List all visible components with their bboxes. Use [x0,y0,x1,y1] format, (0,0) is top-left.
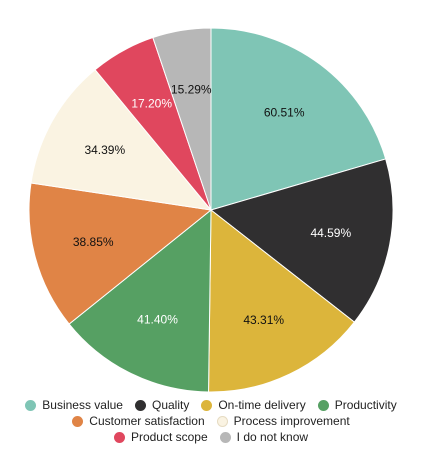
legend-item[interactable]: Process improvement [216,414,350,428]
slice-value-label: 43.31% [243,313,284,327]
legend-swatch [317,399,329,411]
legend-item[interactable]: Business value [25,398,123,412]
legend-label: Process improvement [233,414,350,428]
legend-item[interactable]: Productivity [317,398,397,412]
legend-label: Business value [42,398,123,412]
chart-legend: Business value Quality On-time delivery Pro… [0,397,422,445]
legend-row: Customer satisfaction Process improvement [0,413,422,429]
legend-item[interactable]: Quality [134,398,190,412]
legend-swatch [219,431,231,443]
pie-slice-customer-satisfaction [28,182,213,325]
legend-row: Business value Quality On-time delivery Pro… [0,397,422,413]
legend-swatch [113,431,125,443]
legend-label: Quality [151,398,190,412]
legend-item[interactable]: Product scope [113,430,208,444]
legend-item[interactable]: Customer satisfaction [72,414,205,428]
legend-label: On-time delivery [218,398,306,412]
pie-chart: 60.51% 44.59% 43.31% 41.40% 38.85% 34.39% 17.2… [28,27,394,393]
legend-swatch [216,415,228,427]
pie-slice-i-do-not-know [152,27,212,211]
legend-swatch [134,399,146,411]
slice-value-label: 15.29% [171,83,212,97]
pie-slice-productivity [68,208,212,393]
pie-chart-svg: 60.51% 44.59% 43.31% 41.40% 38.85% 34.39% 17.2… [28,27,394,393]
legend-label: Productivity [334,398,397,412]
pie-slice-quality [209,158,394,323]
legend-item[interactable]: I do not know [219,430,309,444]
slice-value-label: 34.39% [84,143,125,157]
legend-item[interactable]: On-time delivery [201,398,306,412]
slice-value-label: 41.40% [137,313,178,327]
slice-value-label: 60.51% [264,105,305,119]
pie-slice-business-value [210,27,387,211]
legend-swatch [201,399,213,411]
legend-swatch [25,399,37,411]
legend-label: I do not know [236,430,309,444]
pie-slice-on-time-delivery [208,208,356,393]
pie-slice-process-improvement [30,69,213,211]
slice-value-label: 17.20% [131,96,172,110]
legend-label: Customer satisfaction [89,414,205,428]
legend-swatch [72,415,84,427]
slice-value-label: 44.59% [310,226,351,240]
legend-row: Product scope I do not know [0,429,422,445]
legend-label: Product scope [130,430,208,444]
slice-value-label: 38.85% [73,235,114,249]
